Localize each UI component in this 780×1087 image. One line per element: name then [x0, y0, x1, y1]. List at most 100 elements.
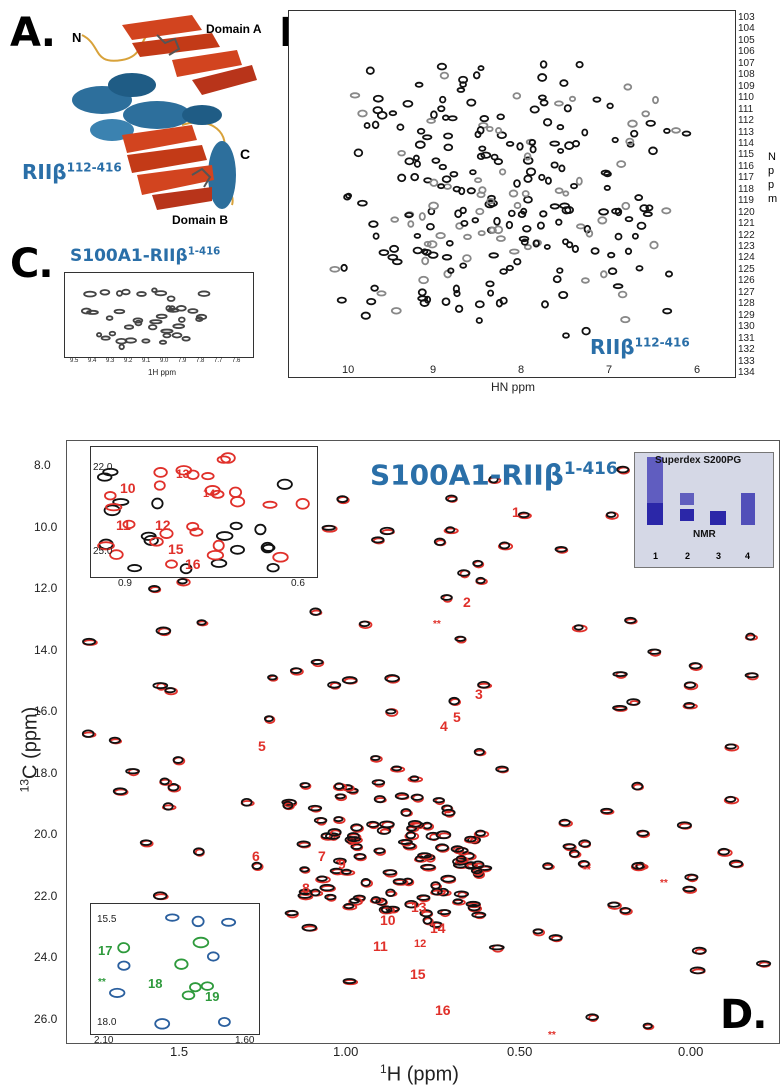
hsqc-peak: [158, 339, 168, 345]
hsqc-peak: [349, 92, 361, 99]
hsqc-peak: [404, 157, 415, 166]
hsqc-peak: [475, 317, 483, 324]
hsqc-peak: [486, 125, 494, 133]
panel-d-x-tick: 1.00: [333, 1044, 359, 1059]
hsqc-peak: [378, 249, 390, 256]
methyl-peak: [152, 682, 169, 690]
methyl-peak: [296, 840, 311, 848]
methyl-peak: [425, 831, 441, 841]
peak-label: **: [660, 878, 668, 889]
methyl-peak: [548, 934, 563, 942]
panel-b-y-tick: 110: [738, 92, 754, 104]
methyl-peak: [495, 765, 509, 773]
inset-peak: [181, 990, 196, 1001]
hsqc-peak: [372, 106, 384, 115]
inset-peak: [215, 531, 234, 541]
hsqc-peak: [372, 232, 380, 240]
hsqc-peak: [171, 332, 183, 339]
methyl-peak: [431, 887, 443, 896]
hsqc-peak: [575, 223, 586, 230]
methyl-peak: [455, 855, 467, 863]
hsqc-peak: [541, 300, 549, 309]
inset-peak: [105, 503, 123, 512]
panel-b-y-tick: 103: [738, 12, 755, 23]
inset-top-spectrum: [96, 452, 310, 575]
hsqc-peak: [459, 206, 467, 215]
hsqc-peak: [512, 92, 522, 100]
gel-lane-4: 4: [745, 551, 751, 561]
hsqc-peak: [443, 143, 454, 152]
gel-lane-1: 1: [653, 551, 659, 561]
peak-label: 12: [414, 938, 427, 950]
panel-c-letter: C.: [10, 241, 54, 287]
panel-c-x-axis-label: 1H ppm: [148, 368, 177, 377]
hsqc-peak: [413, 232, 422, 239]
methyl-peak: [152, 891, 168, 901]
methyl-peak: [683, 701, 695, 709]
protein-structure-ribbon: [72, 15, 257, 210]
hsqc-peak: [648, 146, 658, 156]
methyl-peak: [517, 511, 530, 519]
panel-b-y-tick: 119: [738, 195, 754, 207]
hsqc-peak: [121, 288, 131, 296]
inset-peak: [206, 550, 225, 561]
methyl-peak: [350, 843, 363, 850]
methyl-peak: [454, 635, 467, 642]
hsqc-peak: [155, 313, 168, 320]
panel-b-y-tick: 105: [738, 34, 755, 46]
panel-d-y-axis-label: 13C (ppm): [17, 706, 42, 793]
panel-b-y-tick: 132: [738, 344, 755, 356]
c-terminus-label: C: [240, 146, 251, 162]
inset-peak: [200, 981, 214, 991]
methyl-peak: [573, 624, 584, 631]
inset-peak: [153, 480, 166, 491]
hsqc-peak: [562, 190, 570, 197]
panel-b-y-tick: 117: [738, 172, 754, 184]
hsqc-peak: [148, 324, 158, 331]
hsqc-peak: [426, 117, 436, 124]
hsqc-peak: [172, 323, 186, 329]
methyl-peak: [435, 843, 449, 852]
hsqc-peak: [630, 129, 639, 138]
hsqc-peak: [570, 182, 578, 190]
panel-d-x-tick: 1.5: [170, 1044, 189, 1059]
hsqc-peak: [430, 110, 438, 120]
panel-b-y-tick: 121: [738, 218, 755, 230]
hsqc-peak: [437, 183, 446, 190]
panel-b-y-tick: 120: [738, 206, 755, 218]
inset-bottom-spectrum: [109, 913, 237, 1030]
hsqc-peak: [154, 290, 168, 297]
hsqc-peak: [571, 140, 581, 148]
hsqc-peak: [397, 173, 407, 183]
methyl-spectrum: [81, 465, 772, 1031]
methyl-peak: [309, 607, 322, 616]
panel-c-spectrum-frame: [64, 272, 254, 358]
hsqc-peak: [478, 186, 487, 194]
hsqc-peak: [516, 142, 524, 151]
hsqc-peak: [538, 173, 546, 181]
hsqc-peak: [336, 296, 347, 304]
methyl-peak: [392, 878, 407, 885]
methyl-peak: [177, 578, 188, 585]
methyl-peak: [445, 526, 456, 534]
hsqc-peak: [611, 136, 619, 144]
peak-label: **: [583, 865, 591, 876]
hsqc-peak: [555, 218, 563, 226]
inset-peak: [117, 942, 131, 954]
sds-page-gel-image: Superdex S200PG NMR 1 2 3 4: [634, 452, 774, 568]
hsqc-peak: [612, 283, 624, 290]
methyl-peak: [683, 681, 697, 689]
inset-peak: [122, 519, 136, 530]
hsqc-peak: [475, 207, 485, 216]
hsqc-peak: [611, 207, 621, 215]
methyl-peak: [440, 594, 453, 601]
hsqc-peak: [562, 332, 570, 339]
hsqc-peak: [123, 324, 135, 330]
methyl-peak: [405, 831, 416, 840]
hsqc-peak: [542, 118, 553, 127]
methyl-peak: [417, 852, 432, 859]
hsqc-peak: [474, 130, 482, 139]
hsqc-peak: [564, 206, 575, 214]
hsqc-peak: [562, 238, 569, 246]
hsqc-peak: [469, 169, 477, 176]
